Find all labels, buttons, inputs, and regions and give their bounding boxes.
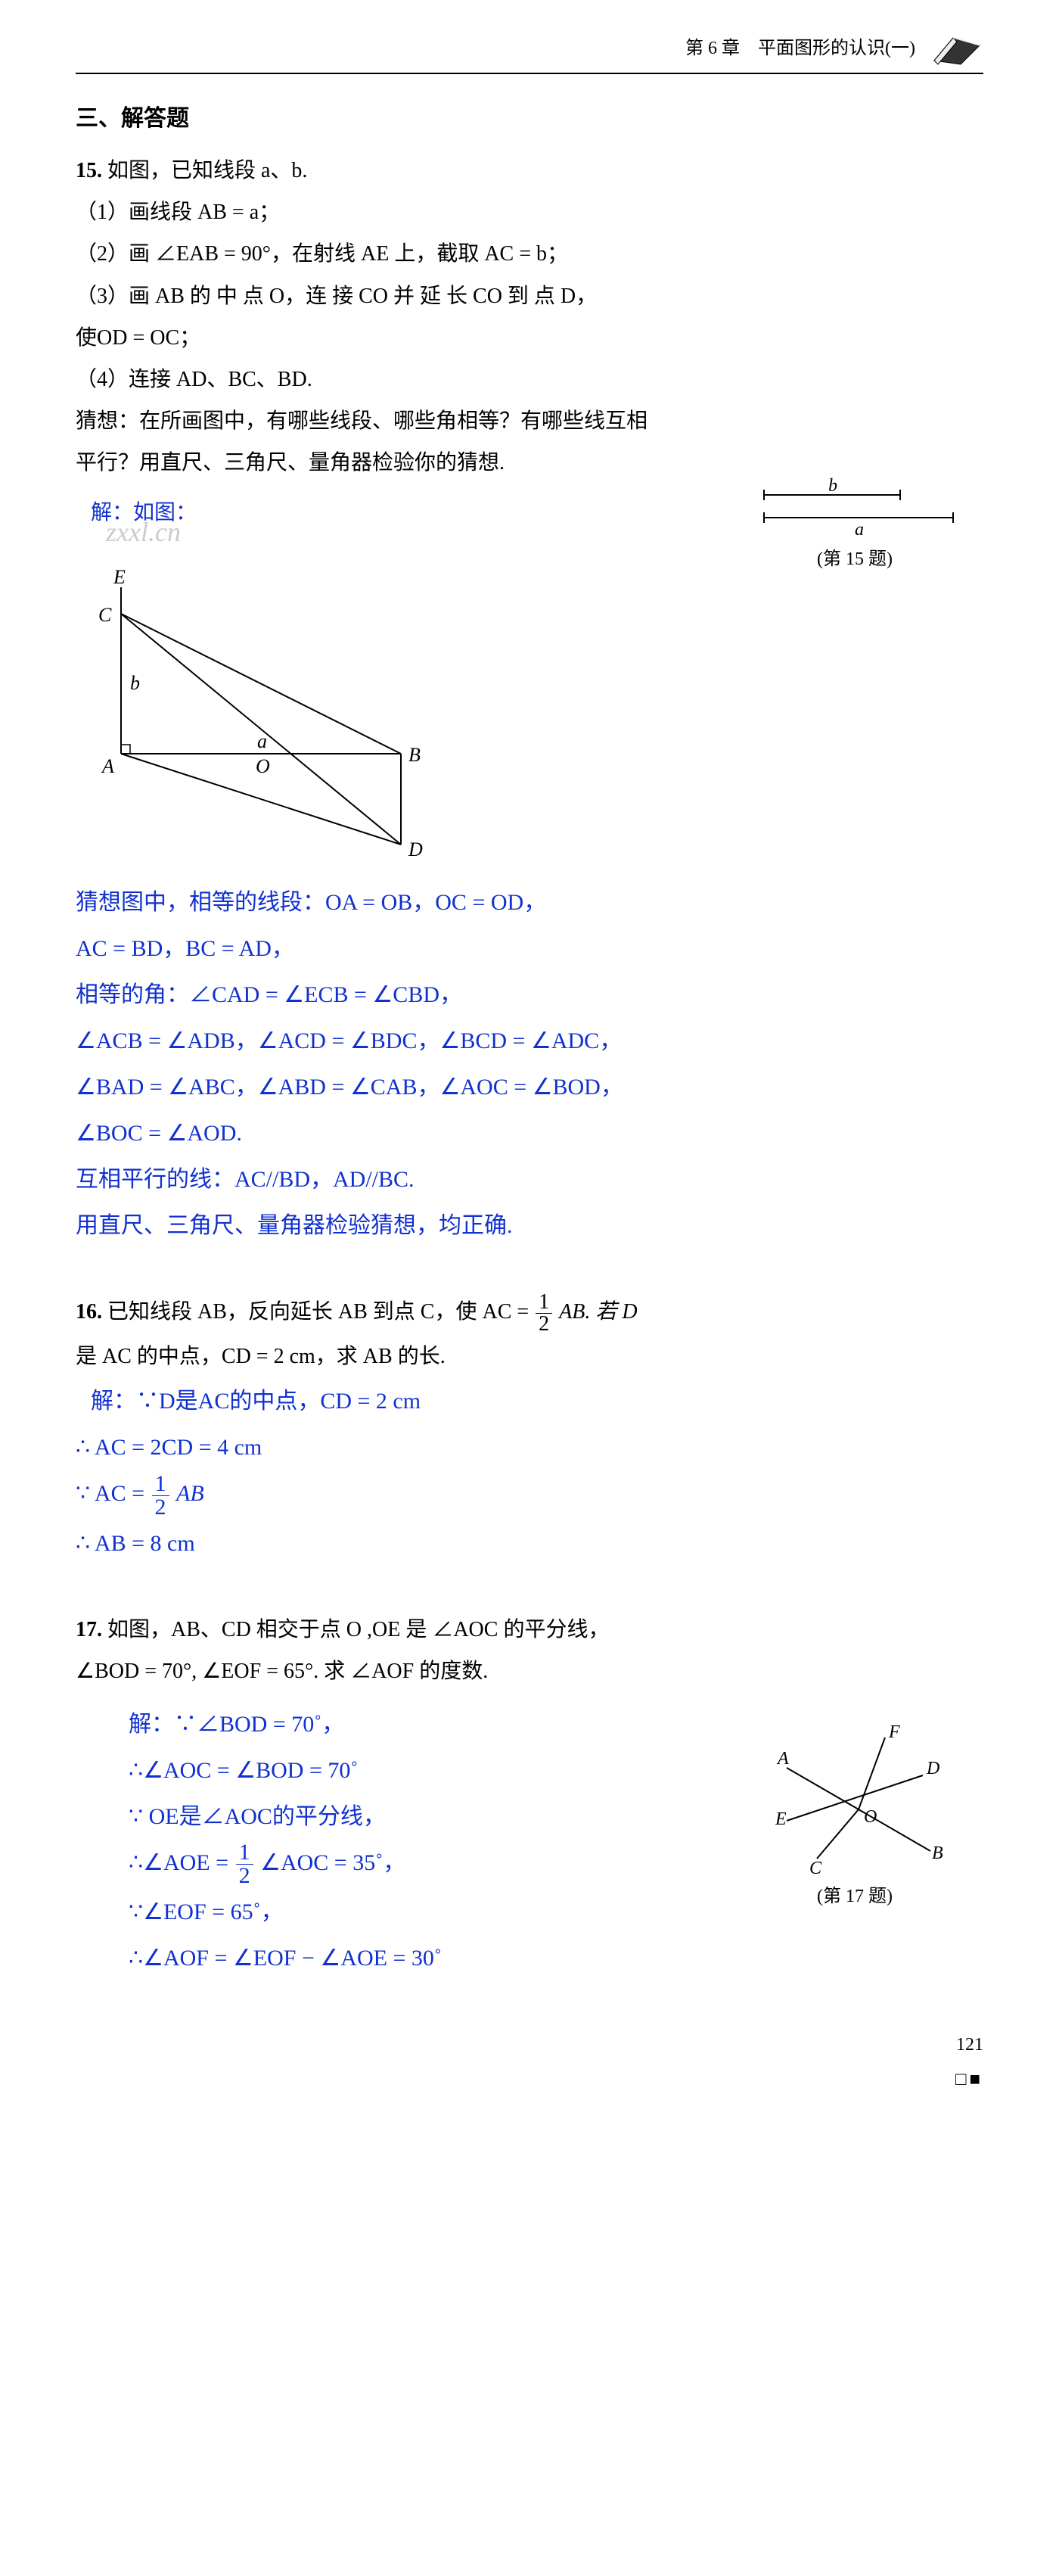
answer-line: AC = BD，BC = AD， xyxy=(76,927,983,970)
answer-line: ∴ AC = 2CD = 4 cm xyxy=(76,1426,983,1469)
frac-den: 2 xyxy=(152,1496,169,1519)
problem-number: 17. xyxy=(76,1618,102,1641)
answer-line: 用直尺、三角尺、量角器检验猜想，均正确. xyxy=(76,1204,983,1247)
problem-intro1: 如图，AB、CD 相交于点 O ,OE 是 ∠AOC 的平分线， xyxy=(107,1618,609,1641)
footer-marks: □■ xyxy=(76,2063,983,2098)
answer-line: 解：如图： xyxy=(91,493,469,533)
answer-line: ∠ACB = ∠ADB，∠ACD = ∠BDC，∠BCD = ∠ADC， xyxy=(76,1019,983,1062)
problem-intro2: ∠BOD = 70°, ∠EOF = 65°. 求 ∠AOF 的度数. xyxy=(76,1651,983,1691)
answer-line: ∵∠EOF = 65˚， xyxy=(129,1890,756,1934)
fraction: 1 2 xyxy=(536,1292,552,1335)
frac-den: 2 xyxy=(536,1314,552,1335)
figure-17: A B C D E F O xyxy=(756,1722,953,1874)
label-b-given: b xyxy=(828,476,837,496)
figure-15-drawing: E C A O B D b a xyxy=(76,542,469,860)
problem-sub4: （4）连接 AD、BC、BD. xyxy=(76,359,983,400)
label-A: A xyxy=(776,1749,789,1769)
frac-den: 2 xyxy=(236,1865,253,1887)
fraction: 1 2 xyxy=(236,1841,253,1887)
label-a: a xyxy=(257,730,267,752)
problem-conjecture1: 猜想：在所画图中，有哪些线段、哪些角相等？有哪些线互相 xyxy=(76,401,983,441)
answer-part: AB xyxy=(176,1481,204,1506)
page-header: 第 6 章 平面图形的认识(一) xyxy=(76,30,983,74)
problem-sub1: （1）画线段 AB = a； xyxy=(76,192,983,232)
problem-intro-b: AB. 若 D xyxy=(559,1300,637,1324)
frac-num: 1 xyxy=(236,1841,253,1865)
label-E: E xyxy=(113,566,126,588)
answer-line: ∵ OE是∠AOC的平分线， xyxy=(129,1795,756,1838)
answer-line: 互相平行的线：AC//BD，AD//BC. xyxy=(76,1158,983,1201)
label-D: D xyxy=(408,838,423,860)
problem-16-answer: 解：∵D是AC的中点，CD = 2 cm ∴ AC = 2CD = 4 cm ∵… xyxy=(76,1380,983,1565)
problem-intro-a: 已知线段 AB，反向延长 AB 到点 C，使 AC = xyxy=(107,1300,529,1324)
frac-num: 1 xyxy=(152,1473,169,1496)
answer-line: 解：∵D是AC的中点，CD = 2 cm xyxy=(91,1380,983,1423)
label-B: B xyxy=(408,744,421,766)
answer-part: ∵ AC = xyxy=(76,1481,151,1506)
label-A: A xyxy=(101,755,114,777)
answer-line: 猜想图中，相等的线段：OA = OB，OC = OD， xyxy=(76,881,983,924)
problem-number: 16. xyxy=(76,1300,102,1324)
frac-num: 1 xyxy=(536,1292,552,1314)
figure-17-caption: (第 17 题) xyxy=(817,1880,893,1915)
problem-17: 17. 如图，AB、CD 相交于点 O ,OE 是 ∠AOC 的平分线， ∠BO… xyxy=(76,1610,983,1983)
label-C: C xyxy=(809,1859,822,1874)
page-footer: 121 □■ xyxy=(76,2028,983,2097)
answer-line: ∴∠AOF = ∠EOF − ∠AOE = 30˚ xyxy=(129,1937,756,1980)
figure-15-caption: (第 15 题) xyxy=(817,543,893,577)
label-b: b xyxy=(130,672,140,694)
problem-sub3b: 使OD = OC； xyxy=(76,318,983,358)
label-O: O xyxy=(256,755,270,777)
label-O: O xyxy=(864,1807,877,1827)
figure-15-given: b a xyxy=(741,476,968,537)
problem-intro-c: 是 AC 的中点，CD = 2 cm，求 AB 的长. xyxy=(76,1336,983,1377)
section-title: 三、解答题 xyxy=(76,97,983,140)
chapter-label: 第 6 章 平面图形的认识(一) xyxy=(685,32,915,67)
answer-line: ∴ AB = 8 cm xyxy=(76,1522,983,1565)
answer-line: ∴∠AOC = ∠BOD = 70˚ xyxy=(129,1749,756,1792)
answer-line: ∠BOC = ∠AOD. xyxy=(76,1112,983,1155)
problem-sub3: （3）画 AB 的 中 点 O，连 接 CO 并 延 长 CO 到 点 D， xyxy=(76,276,983,316)
problem-15-answer: 猜想图中，相等的线段：OA = OB，OC = OD， AC = BD，BC =… xyxy=(76,881,983,1247)
problem-15: 15. 如图，已知线段 a、b. （1）画线段 AB = a； （2）画 ∠EA… xyxy=(76,151,983,1247)
label-D: D xyxy=(926,1759,939,1778)
label-a-given: a xyxy=(855,520,864,537)
answer-line: 解：∵∠BOD = 70˚， xyxy=(129,1703,756,1746)
problem-16: 16. 已知线段 AB，反向延长 AB 到点 C，使 AC = 1 2 AB. … xyxy=(76,1292,983,1565)
answer-part: ∴∠AOE = xyxy=(129,1850,234,1875)
answer-line: ∵ AC = 1 2 AB xyxy=(76,1472,983,1519)
problem-intro: 如图，已知线段 a、b. xyxy=(107,159,307,182)
problem-number: 15. xyxy=(76,159,102,182)
page-number: 121 xyxy=(76,2028,983,2063)
fraction: 1 2 xyxy=(152,1473,169,1519)
answer-line: ∠BAD = ∠ABC，∠ABD = ∠CAB，∠AOC = ∠BOD， xyxy=(76,1066,983,1109)
label-B: B xyxy=(932,1843,943,1863)
label-C: C xyxy=(98,604,112,626)
book-icon xyxy=(930,30,983,68)
answer-line: ∴∠AOE = 1 2 ∠AOC = 35˚， xyxy=(129,1841,756,1888)
answer-part: ∠AOC = 35˚， xyxy=(260,1850,405,1875)
label-F: F xyxy=(888,1722,900,1742)
answer-line: 相等的角：∠CAD = ∠ECB = ∠CBD， xyxy=(76,973,983,1016)
problem-17-answer: 解：∵∠BOD = 70˚， ∴∠AOC = ∠BOD = 70˚ ∵ OE是∠… xyxy=(76,1700,756,1983)
label-E: E xyxy=(775,1809,787,1829)
problem-sub2: （2）画 ∠EAB = 90°，在射线 AE 上，截取 AC = b； xyxy=(76,234,983,274)
